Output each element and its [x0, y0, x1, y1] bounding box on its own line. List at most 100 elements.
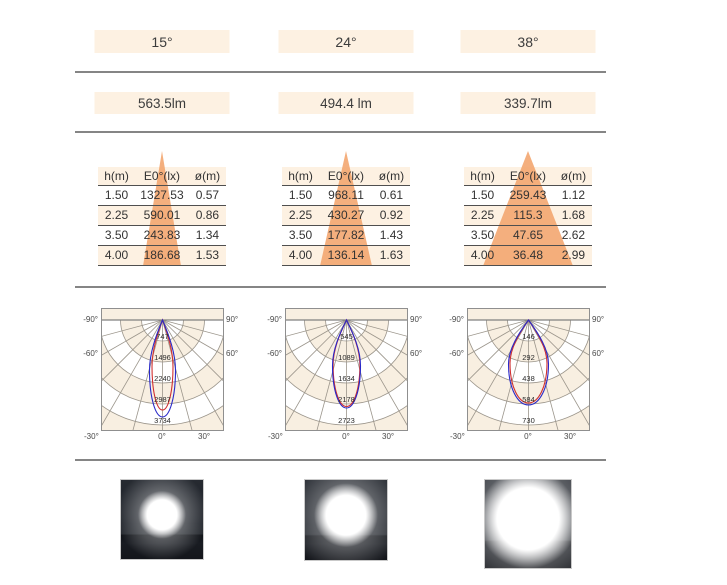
polar-distribution: 146 292 438 584 730 -90° -60° -30° 0° 30° 60…: [440, 304, 616, 454]
table-header-cell: E0°(lx): [319, 167, 373, 186]
table-cell: 2.25: [464, 206, 502, 226]
column-beam-38: 38° 339.7lm h(m) E0°(lx) ø(m) 1.50 259.43 1.1…: [440, 0, 616, 585]
table-cell: 2.62: [554, 226, 592, 246]
ring-value-label: 584: [522, 395, 535, 404]
table-header-cell: h(m): [464, 167, 502, 186]
angle-tick: 60°: [592, 349, 605, 358]
luminous-flux-badge: 339.7lm: [460, 92, 596, 114]
table-cell: 1.34: [188, 226, 226, 246]
ring-value-label: 2240: [154, 374, 171, 383]
table-cell: 1.50: [98, 186, 136, 206]
angle-tick: 90°: [592, 315, 605, 324]
luminous-flux-badge: 494.4 lm: [278, 92, 414, 114]
intensity-lobe: [509, 319, 548, 404]
polar-distribution: 545 1089 1634 2178 2723 -90° -60° -30° 0° 30…: [258, 304, 434, 454]
table-cell: 3.50: [98, 226, 136, 246]
angle-tick: -60°: [83, 349, 98, 358]
intensity-lobe: [151, 318, 174, 411]
angle-tick: -90°: [83, 315, 98, 324]
ring-value-label: 747: [156, 332, 169, 341]
ring-value-label: 1634: [338, 374, 355, 383]
angle-tick: 30°: [564, 432, 577, 441]
ring-value-label: 438: [522, 374, 535, 383]
angle-tick: -30°: [268, 432, 283, 441]
ring-value-label: 730: [522, 416, 535, 425]
angle-tick: 90°: [226, 315, 239, 324]
illuminance-table: h(m) E0°(lx) ø(m) 1.50 1327.53 0.57 2.25 590.01…: [98, 151, 226, 266]
illuminance-table: h(m) E0°(lx) ø(m) 1.50 259.43 1.12 2.25 115.3 1.…: [464, 151, 592, 266]
beam-angle-badge: 15°: [94, 30, 230, 53]
angle-tick: -30°: [450, 432, 465, 441]
table-header-cell: E0°(lx): [501, 167, 555, 186]
table-header-cell: h(m): [98, 167, 136, 186]
table-cell: 4.00: [98, 246, 136, 266]
table-cell: 4.00: [282, 246, 320, 266]
table-cell: 1.63: [372, 246, 410, 266]
intensity-lobe: [331, 318, 362, 409]
table-cell: 0.57: [188, 186, 226, 206]
table-cell: 2.25: [98, 206, 136, 226]
table-cell: 3.50: [464, 226, 502, 246]
divider-rule: [75, 286, 606, 288]
beam-angle-badge: 24°: [278, 30, 414, 53]
ring-value-label: 3734: [154, 416, 171, 425]
divider-rule: [75, 71, 606, 73]
table-header-cell: h(m): [282, 167, 320, 186]
table-cell: 177.82: [319, 226, 373, 246]
beam-cone-icon: [143, 151, 181, 266]
angle-tick: 0°: [524, 432, 532, 441]
beam-photo: [304, 479, 388, 561]
intensity-lobe: [507, 319, 550, 406]
illuminance-grid: h(m) E0°(lx) ø(m) 1.50 259.43 1.12 2.25 115.3 1.…: [464, 167, 592, 266]
table-cell: 1.53: [188, 246, 226, 266]
polar-distribution: 747 1496 2240 2987 3734 -90° -60° -30° 0° 30…: [74, 304, 250, 454]
ring-value-label: 2723: [338, 416, 355, 425]
beam-cone-icon: [483, 151, 573, 266]
table-cell: 1.50: [282, 186, 320, 206]
table-cell: 1.43: [372, 226, 410, 246]
table-cell: 36.48: [501, 246, 555, 266]
luminous-flux-badge: 563.5lm: [94, 92, 230, 114]
divider-rule: [75, 131, 606, 133]
table-cell: 243.83: [135, 226, 189, 246]
angle-tick: -30°: [84, 432, 99, 441]
table-cell: 0.92: [372, 206, 410, 226]
table-cell: 1.68: [554, 206, 592, 226]
illuminance-grid: h(m) E0°(lx) ø(m) 1.50 1327.53 0.57 2.25 590.01…: [98, 167, 226, 266]
beam-photo: [120, 479, 204, 560]
illuminance-table: h(m) E0°(lx) ø(m) 1.50 968.11 0.61 2.25 430.27 0…: [282, 151, 410, 266]
table-cell: 1.12: [554, 186, 592, 206]
table-cell: 136.14: [319, 246, 373, 266]
table-header-cell: E0°(lx): [135, 167, 189, 186]
table-cell: 968.11: [319, 186, 373, 206]
table-cell: 1.50: [464, 186, 502, 206]
angle-tick: -60°: [449, 349, 464, 358]
ring-value-label: 146: [522, 332, 535, 341]
intensity-lobe: [148, 318, 177, 418]
table-header-cell: ø(m): [188, 167, 226, 186]
column-beam-15: 15° 563.5lm h(m) E0°(lx) ø(m) 1.50 1327.53 0.…: [74, 0, 250, 585]
table-cell: 430.27: [319, 206, 373, 226]
polar-chart-svg: 146 292 438 584 730: [467, 308, 590, 431]
angle-tick: 30°: [382, 432, 395, 441]
angle-tick: -90°: [267, 315, 282, 324]
angle-tick: 0°: [158, 432, 166, 441]
table-cell: 3.50: [282, 226, 320, 246]
table-cell: 115.3: [501, 206, 555, 226]
ring-value-label: 292: [522, 353, 535, 362]
table-cell: 47.65: [501, 226, 555, 246]
column-beam-24: 24° 494.4 lm h(m) E0°(lx) ø(m) 1.50 968.11 0.…: [258, 0, 434, 585]
table-cell: 259.43: [501, 186, 555, 206]
table-cell: 590.01: [135, 206, 189, 226]
angle-tick: 0°: [342, 432, 350, 441]
angle-tick: 90°: [410, 315, 423, 324]
beam-angle-badge: 38°: [460, 30, 596, 53]
ring-value-label: 2987: [154, 395, 171, 404]
table-cell: 4.00: [464, 246, 502, 266]
ring-value-label: 1089: [338, 353, 355, 362]
ring-value-label: 545: [340, 332, 353, 341]
beam-photo: [484, 479, 572, 569]
table-cell: 186.68: [135, 246, 189, 266]
table-cell: 2.99: [554, 246, 592, 266]
